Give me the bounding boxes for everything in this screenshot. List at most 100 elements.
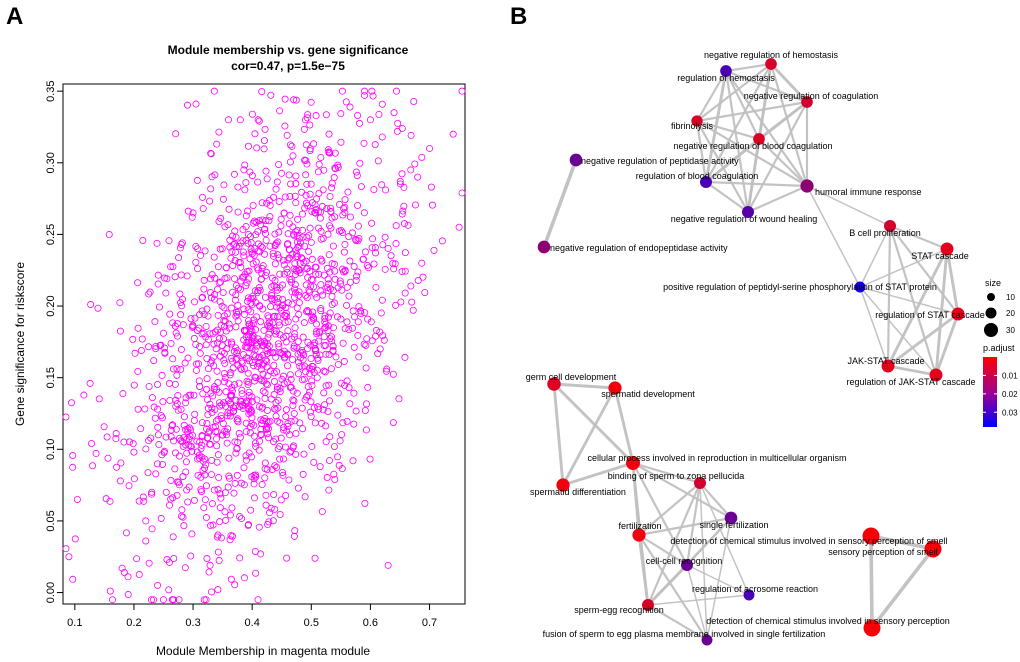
- scatter-point: [318, 508, 326, 516]
- scatter-point: [354, 268, 362, 276]
- network-edge: [869, 534, 935, 551]
- scatter-point: [220, 317, 228, 325]
- scatter-point: [315, 337, 323, 345]
- scatter-point: [225, 116, 233, 124]
- scatter-point: [266, 213, 274, 221]
- scatter-point: [311, 554, 319, 562]
- scatter-point: [350, 420, 358, 428]
- scatter-point: [175, 254, 183, 262]
- scatter-point: [69, 452, 77, 460]
- scatter-point: [154, 431, 162, 439]
- scatter-point: [306, 388, 314, 396]
- scatter-point: [263, 199, 271, 207]
- scatter-point: [411, 160, 419, 168]
- scatter-point: [295, 266, 303, 274]
- scatter-point: [250, 432, 258, 440]
- scatter-point: [293, 238, 301, 246]
- scatter-point: [148, 525, 156, 533]
- network-edge: [686, 564, 750, 596]
- scatter-point: [312, 320, 320, 328]
- scatter-point: [327, 365, 335, 373]
- scatter-point: [254, 266, 262, 274]
- scatter-point: [254, 116, 262, 124]
- scatter-point: [221, 274, 229, 282]
- scatter-point: [292, 450, 300, 458]
- scatter-point: [284, 362, 292, 370]
- scatter-point: [309, 308, 317, 316]
- scatter-point: [389, 370, 397, 378]
- scatter-point: [275, 228, 283, 236]
- scatter-point: [191, 298, 199, 306]
- scatter-point: [208, 173, 216, 181]
- scatter-point: [211, 383, 219, 391]
- scatter-point: [298, 255, 306, 263]
- scatter-point: [239, 248, 247, 256]
- scatter-point: [325, 486, 333, 494]
- scatter-point: [272, 283, 280, 291]
- scatter-point: [325, 313, 333, 321]
- scatter-point: [265, 518, 273, 526]
- scatter-point: [319, 234, 327, 242]
- scatter-point: [190, 391, 198, 399]
- scatter-point: [195, 360, 203, 368]
- scatter-point: [414, 276, 422, 284]
- y-axis-tick-label: 0.15: [45, 367, 57, 388]
- scatter-point: [125, 482, 133, 490]
- scatter-point: [311, 345, 319, 353]
- scatter-point: [116, 477, 124, 485]
- network-edge: [647, 594, 750, 606]
- scatter-point: [296, 348, 304, 356]
- scatter-point: [401, 289, 409, 297]
- scatter-point: [297, 354, 305, 362]
- scatter-point: [261, 474, 269, 482]
- scatter-point: [256, 437, 264, 445]
- scatter-point: [172, 396, 180, 404]
- scatter-point: [223, 345, 231, 353]
- scatter-point: [328, 179, 336, 187]
- scatter-point: [200, 276, 208, 284]
- scatter-point: [371, 244, 379, 252]
- network-node: [720, 65, 732, 77]
- scatter-point: [192, 242, 200, 250]
- scatter-point: [263, 175, 271, 183]
- scatter-point: [285, 220, 293, 228]
- x-axis-tick-label: 0.7: [422, 617, 437, 629]
- network-node-label: negative regulation of blood coagulation: [673, 141, 832, 151]
- scatter-point: [184, 101, 192, 109]
- scatter-point: [201, 471, 209, 479]
- scatter-point: [355, 303, 363, 311]
- scatter-point: [326, 397, 334, 405]
- scatter-point: [307, 238, 315, 246]
- network-node-label: germ cell development: [526, 372, 617, 382]
- network-node-label: binding of sperm to zona pellucida: [608, 471, 745, 481]
- scatter-point: [249, 219, 257, 227]
- scatter-point: [254, 228, 262, 236]
- size-legend-title: size: [985, 278, 1001, 288]
- scatter-point: [354, 222, 362, 230]
- scatter-point: [270, 193, 278, 201]
- scatter-point: [177, 405, 185, 413]
- scatter-point: [362, 426, 370, 434]
- scatter-point: [215, 399, 223, 407]
- scatter-point: [183, 449, 191, 457]
- scatter-point: [244, 521, 252, 529]
- scatter-point: [73, 495, 81, 503]
- scatter-point: [220, 399, 228, 407]
- network-edge: [704, 180, 750, 214]
- scatter-point: [224, 483, 232, 491]
- scatter-point: [348, 229, 356, 237]
- scatter-point: [198, 453, 206, 461]
- scatter-point: [418, 259, 426, 267]
- scatter-point: [324, 322, 332, 330]
- scatter-point: [320, 271, 328, 279]
- network-edge: [646, 481, 702, 607]
- scatter-point: [104, 454, 112, 462]
- scatter-point: [291, 417, 299, 425]
- scatter-point: [339, 229, 347, 237]
- scatter-point: [397, 298, 405, 306]
- scatter-point: [225, 380, 233, 388]
- scatter-point: [286, 141, 294, 149]
- scatter-point: [290, 342, 298, 350]
- network-node: [801, 96, 813, 108]
- scatter-point: [194, 265, 202, 273]
